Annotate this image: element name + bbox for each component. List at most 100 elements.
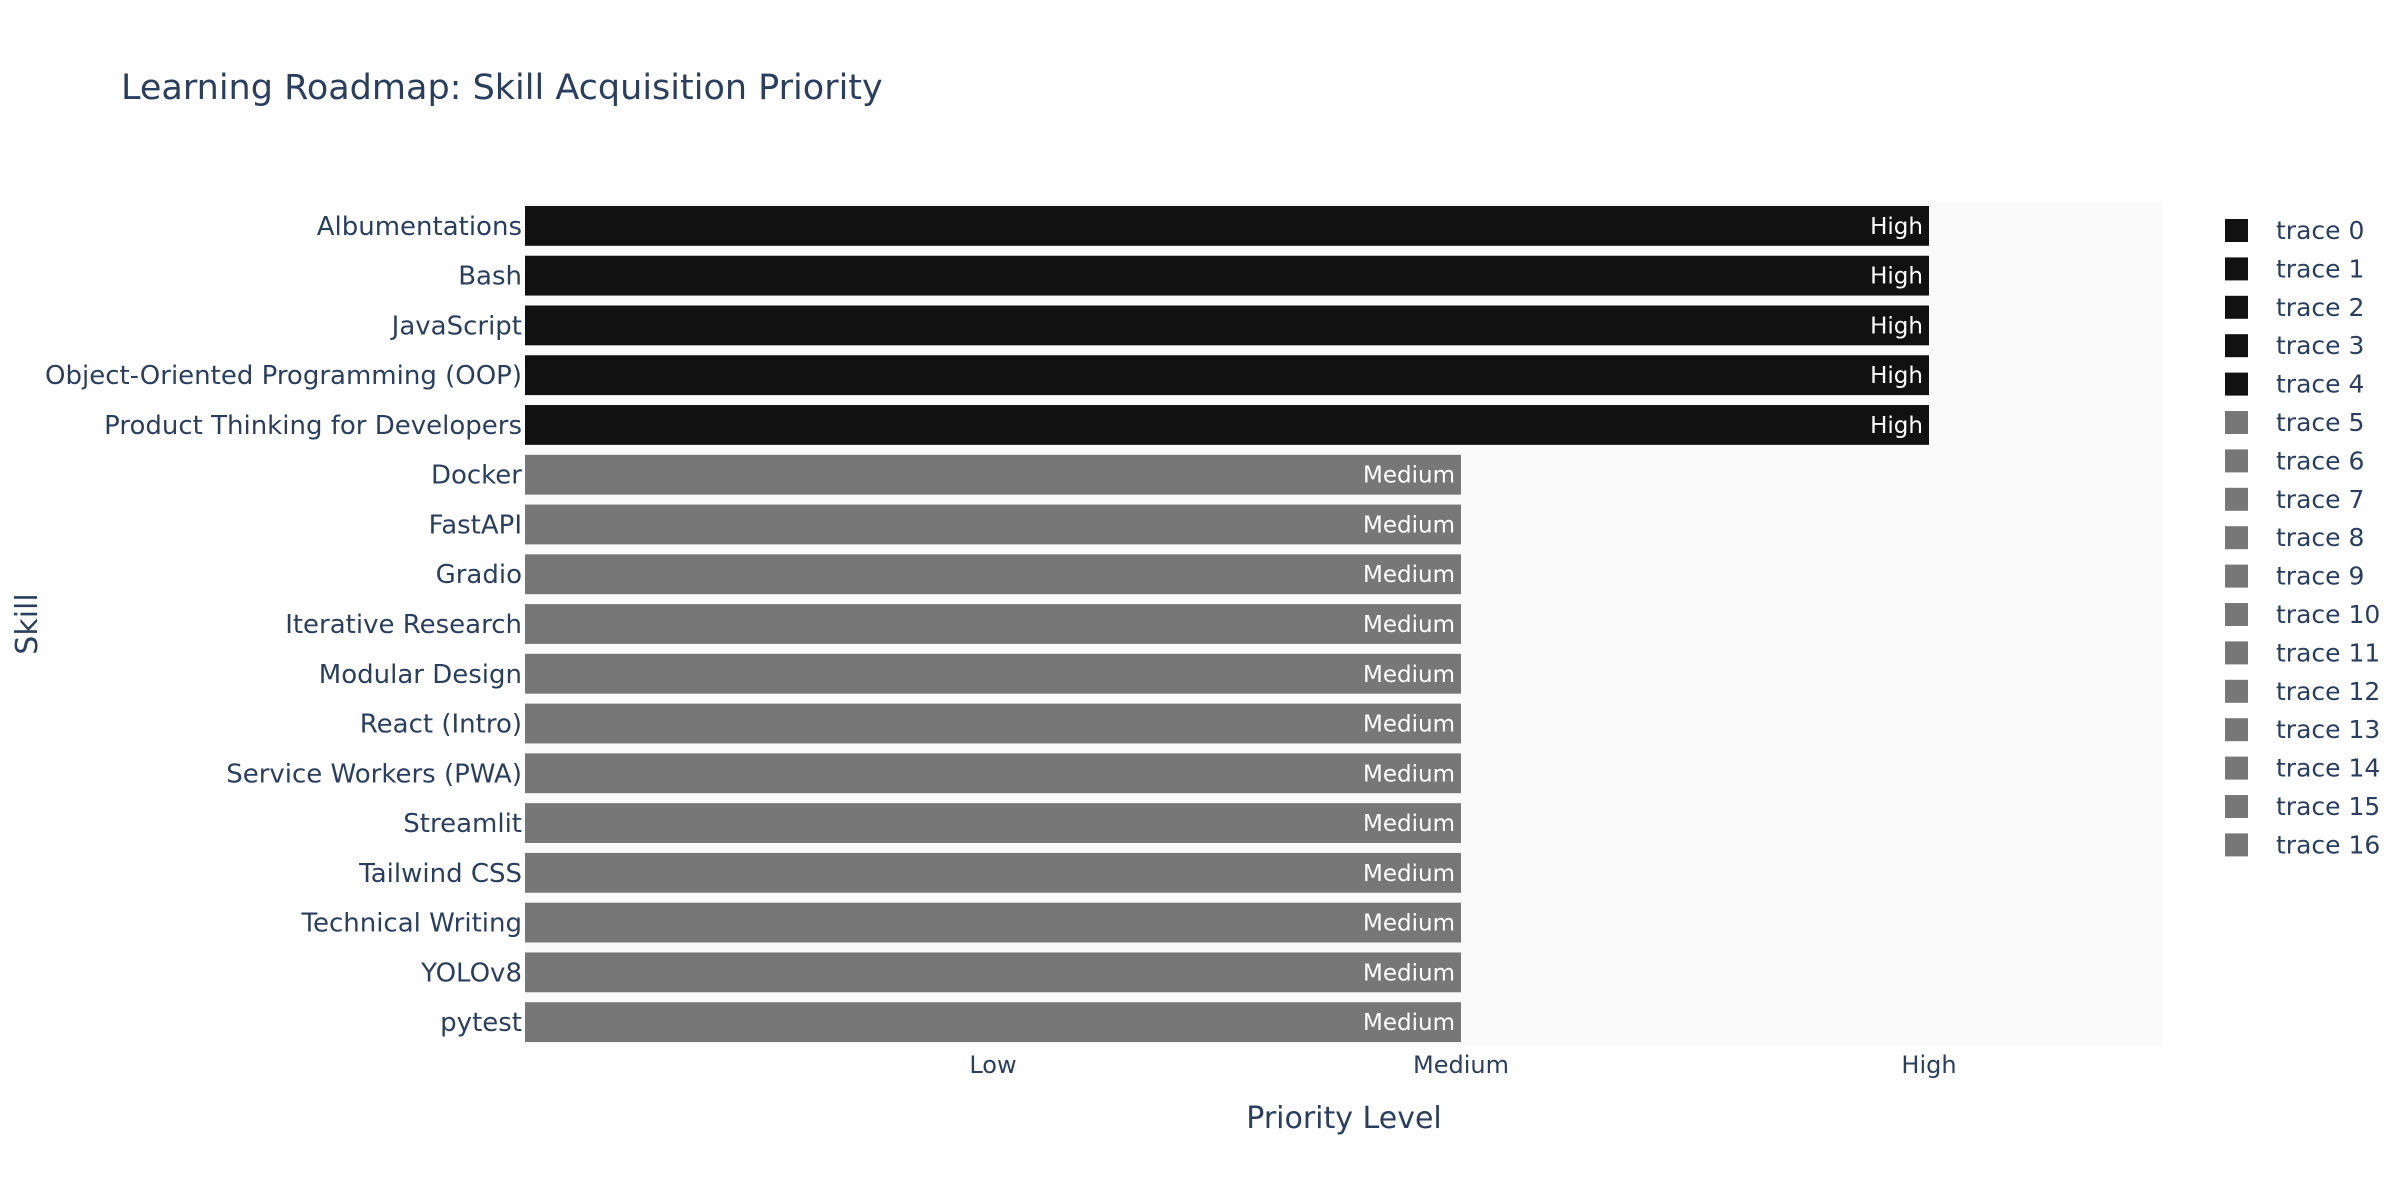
legend-label: trace 5 — [2276, 408, 2364, 437]
legend-label: trace 11 — [2276, 638, 2380, 667]
legend-swatch — [2225, 334, 2248, 358]
bar[interactable] — [525, 405, 1929, 445]
legend-item[interactable]: trace 8 — [2225, 523, 2364, 552]
bar-label: Medium — [1363, 512, 1455, 538]
legend-swatch — [2225, 718, 2248, 742]
bar[interactable] — [525, 604, 1461, 644]
legend-swatch — [2225, 526, 2248, 550]
legend-item[interactable]: trace 4 — [2225, 370, 2364, 399]
bar[interactable] — [525, 902, 1461, 943]
legend-swatch — [2225, 219, 2248, 242]
legend-item[interactable]: trace 11 — [2225, 638, 2380, 667]
legend-swatch — [2225, 449, 2248, 473]
legend-swatch — [2225, 411, 2248, 434]
x-tick-label: Low — [969, 1051, 1016, 1079]
bar-label: Medium — [1363, 463, 1455, 489]
legend-label: trace 2 — [2276, 293, 2364, 322]
legend-item[interactable]: trace 10 — [2225, 600, 2380, 629]
chart-title: Learning Roadmap: Skill Acquisition Prio… — [121, 68, 883, 108]
legend-item[interactable]: trace 12 — [2225, 677, 2380, 706]
x-tick-label: Medium — [1413, 1051, 1509, 1079]
y-axis-title: Skill — [10, 593, 45, 654]
legend-label: trace 10 — [2276, 600, 2380, 629]
y-tick-label: Object-Oriented Programming (OOP) — [45, 361, 522, 391]
bar[interactable] — [525, 454, 1461, 495]
legend-item[interactable]: trace 2 — [2225, 293, 2364, 322]
bar[interactable] — [525, 205, 1929, 246]
y-tick-label: YOLOv8 — [420, 958, 522, 988]
legend-item[interactable]: trace 3 — [2225, 331, 2364, 360]
legend-label: trace 13 — [2276, 715, 2380, 744]
legend-item[interactable]: trace 14 — [2225, 754, 2380, 783]
y-tick-label: Tailwind CSS — [358, 859, 522, 889]
y-tick-label: Modular Design — [319, 660, 522, 690]
bar[interactable] — [525, 952, 1461, 993]
y-tick-labels: Albumentations Bash JavaScript Object-Orien… — [45, 212, 522, 1038]
y-tick-label: Iterative Research — [285, 610, 522, 640]
bar-label: Medium — [1363, 562, 1455, 588]
bar[interactable] — [525, 753, 1461, 794]
bar[interactable] — [525, 554, 1461, 595]
legend-item[interactable]: trace 9 — [2225, 562, 2364, 591]
legend-swatch — [2225, 257, 2248, 281]
y-tick-label: Technical Writing — [300, 909, 522, 939]
bar-label: High — [1870, 313, 1923, 339]
legend-item[interactable]: trace 7 — [2225, 485, 2364, 514]
legend-label: trace 8 — [2276, 523, 2364, 552]
bars-layer: High High High High High Medium Medium Medium Me… — [525, 205, 1929, 1043]
legend-swatch — [2225, 795, 2248, 818]
bar-label: Medium — [1363, 761, 1455, 787]
bar[interactable] — [525, 1002, 1461, 1043]
legend-swatch — [2225, 833, 2248, 857]
y-tick-label: Streamlit — [403, 809, 522, 839]
legend-label: trace 16 — [2276, 830, 2380, 859]
bar[interactable] — [525, 653, 1461, 694]
bar[interactable] — [525, 803, 1461, 843]
y-tick-label: Bash — [458, 262, 522, 292]
legend-label: trace 3 — [2276, 331, 2364, 360]
legend-item[interactable]: trace 16 — [2225, 830, 2380, 859]
bar[interactable] — [525, 504, 1461, 545]
bar[interactable] — [525, 703, 1461, 744]
bar-label: Medium — [1363, 861, 1455, 887]
bar-label: High — [1870, 363, 1923, 389]
bar-label: Medium — [1363, 712, 1455, 738]
x-axis-title: Priority Level — [1246, 1101, 1442, 1136]
legend-label: trace 12 — [2276, 677, 2380, 706]
y-tick-label: React (Intro) — [360, 710, 522, 740]
legend-item[interactable]: trace 6 — [2225, 446, 2364, 475]
legend-item[interactable]: trace 0 — [2225, 216, 2364, 245]
legend-label: trace 6 — [2276, 446, 2364, 475]
bar-label: High — [1870, 264, 1923, 290]
legend-item[interactable]: trace 13 — [2225, 715, 2380, 744]
bar[interactable] — [525, 305, 1929, 346]
legend-label: trace 15 — [2276, 792, 2380, 821]
legend-label: trace 14 — [2276, 754, 2380, 783]
y-tick-label: Docker — [431, 461, 522, 491]
legend: trace 0 trace 1 trace 2 trace 3 trace 4 trace… — [2225, 216, 2380, 859]
bar[interactable] — [525, 852, 1461, 893]
bar[interactable] — [525, 255, 1929, 296]
bar[interactable] — [525, 355, 1929, 396]
y-tick-label: Gradio — [436, 560, 522, 590]
x-tick-label: High — [1901, 1051, 1956, 1079]
legend-item[interactable]: trace 5 — [2225, 408, 2364, 437]
legend-item[interactable]: trace 15 — [2225, 792, 2380, 821]
legend-swatch — [2225, 641, 2248, 665]
x-tick-labels: Low Medium High — [969, 1051, 1956, 1079]
legend-swatch — [2225, 679, 2248, 703]
bar-label: Medium — [1363, 612, 1455, 638]
y-tick-label: pytest — [440, 1008, 522, 1038]
legend-swatch — [2225, 603, 2248, 626]
y-tick-label: JavaScript — [390, 311, 522, 341]
bar-label: Medium — [1363, 960, 1455, 986]
legend-swatch — [2225, 487, 2248, 511]
legend-item[interactable]: trace 1 — [2225, 254, 2364, 283]
bar-label: High — [1870, 214, 1923, 240]
legend-swatch — [2225, 372, 2248, 396]
bar-label: Medium — [1363, 811, 1455, 837]
legend-label: trace 0 — [2276, 216, 2364, 245]
bar-label: Medium — [1363, 911, 1455, 937]
